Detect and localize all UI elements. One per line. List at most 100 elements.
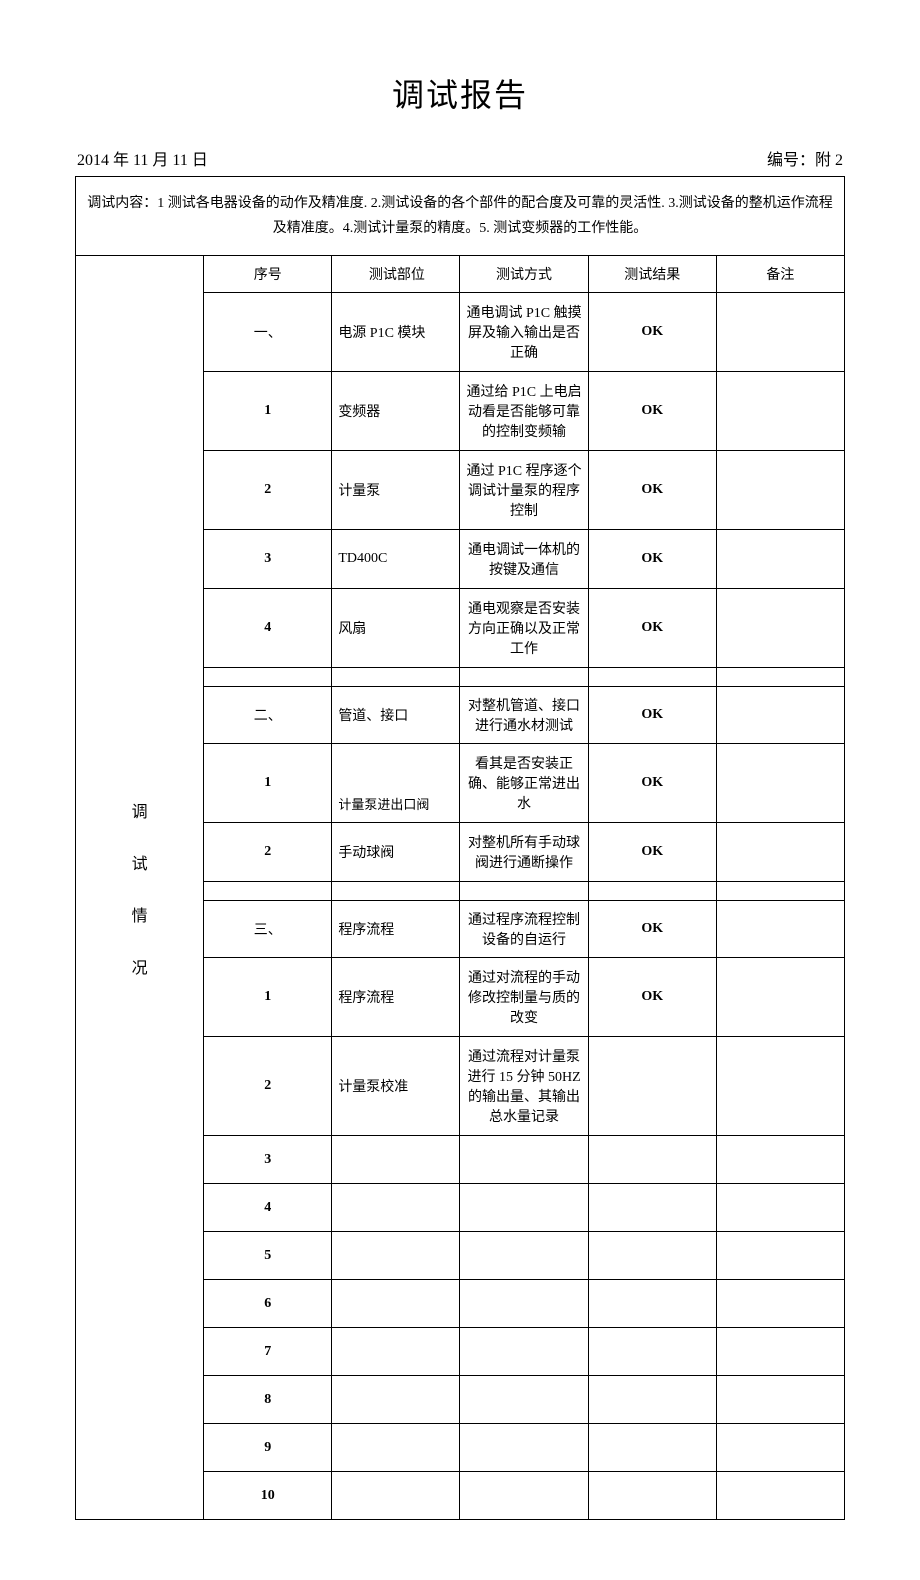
- cell-result: [588, 1376, 716, 1424]
- report-date: 2014 年 11 月 11 日: [77, 146, 208, 170]
- side-label: 调试情况: [76, 256, 204, 1520]
- side-label-char: 调: [78, 798, 201, 822]
- cell-result: [588, 668, 716, 687]
- cell-part: TD400C: [332, 530, 460, 589]
- cell-result: OK: [588, 293, 716, 372]
- cell-seq: 一、: [204, 293, 332, 372]
- cell-result: OK: [588, 687, 716, 744]
- cell-remark: [716, 901, 844, 958]
- col-header-seq: 序号: [204, 256, 332, 293]
- report-table: 调试内容：1 测试各电器设备的动作及精准度. 2.测试设备的各个部件的配合度及可…: [75, 176, 845, 1520]
- cell-seq: 3: [204, 530, 332, 589]
- cell-part: 管道、接口: [332, 687, 460, 744]
- cell-remark: [716, 668, 844, 687]
- cell-method: 通过程序流程控制设备的自运行: [460, 901, 588, 958]
- report-title: 调试报告: [75, 70, 845, 116]
- cell-result: OK: [588, 372, 716, 451]
- cell-part: [332, 1184, 460, 1232]
- cell-part: 计量泵校准: [332, 1037, 460, 1136]
- cell-remark: [716, 1424, 844, 1472]
- cell-part: [332, 668, 460, 687]
- col-header-remark: 备注: [716, 256, 844, 293]
- cell-result: [588, 1232, 716, 1280]
- cell-seq: 8: [204, 1376, 332, 1424]
- side-label-char: 试: [78, 850, 201, 874]
- cell-remark: [716, 823, 844, 882]
- cell-method: 通电观察是否安装方向正确以及正常工作: [460, 589, 588, 668]
- cell-seq: 4: [204, 589, 332, 668]
- cell-part: [332, 1376, 460, 1424]
- cell-seq: 2: [204, 1037, 332, 1136]
- cell-remark: [716, 687, 844, 744]
- cell-seq: 4: [204, 1184, 332, 1232]
- cell-seq: 6: [204, 1280, 332, 1328]
- cell-part: [332, 1328, 460, 1376]
- cell-remark: [716, 293, 844, 372]
- cell-part: 手动球阀: [332, 823, 460, 882]
- header-meta: 2014 年 11 月 11 日 编号：附 2: [75, 146, 845, 170]
- cell-method: 通电调试 P1C 触摸屏及输入输出是否正确: [460, 293, 588, 372]
- cell-remark: [716, 451, 844, 530]
- cell-part: [332, 1280, 460, 1328]
- cell-method: [460, 668, 588, 687]
- report-number: 编号：附 2: [767, 146, 843, 170]
- cell-seq: 三、: [204, 901, 332, 958]
- cell-remark: [716, 1232, 844, 1280]
- cell-remark: [716, 589, 844, 668]
- cell-result: [588, 882, 716, 901]
- cell-part: 计量泵: [332, 451, 460, 530]
- cell-result: OK: [588, 901, 716, 958]
- cell-seq: 7: [204, 1328, 332, 1376]
- cell-remark: [716, 1328, 844, 1376]
- cell-seq: 10: [204, 1472, 332, 1520]
- cell-method: [460, 1472, 588, 1520]
- cell-part: 程序流程: [332, 901, 460, 958]
- cell-result: OK: [588, 451, 716, 530]
- cell-seq: 二、: [204, 687, 332, 744]
- cell-method: 通电调试一体机的按键及通信: [460, 530, 588, 589]
- cell-part: 计量泵进出口阀: [332, 744, 460, 823]
- cell-method: 通过给 P1C 上电启动看是否能够可靠的控制变频输: [460, 372, 588, 451]
- cell-remark: [716, 744, 844, 823]
- cell-method: 看其是否安装正确、能够正常进出水: [460, 744, 588, 823]
- cell-result: OK: [588, 530, 716, 589]
- cell-part: [332, 1232, 460, 1280]
- col-header-method: 测试方式: [460, 256, 588, 293]
- cell-part: 电源 P1C 模块: [332, 293, 460, 372]
- cell-result: [588, 1472, 716, 1520]
- cell-seq: 5: [204, 1232, 332, 1280]
- cell-seq: 3: [204, 1136, 332, 1184]
- cell-remark: [716, 1376, 844, 1424]
- cell-part: 程序流程: [332, 958, 460, 1037]
- cell-result: [588, 1328, 716, 1376]
- cell-remark: [716, 882, 844, 901]
- cell-method: 通过 P1C 程序逐个调试计量泵的程序控制: [460, 451, 588, 530]
- cell-seq: 1: [204, 958, 332, 1037]
- cell-result: OK: [588, 958, 716, 1037]
- cell-method: [460, 882, 588, 901]
- side-label-char: 情: [78, 902, 201, 926]
- cell-method: [460, 1376, 588, 1424]
- cell-method: 对整机管道、接口进行通水材测试: [460, 687, 588, 744]
- cell-seq: [204, 668, 332, 687]
- cell-method: 通过流程对计量泵进行 15 分钟 50HZ 的输出量、其输出总水量记录: [460, 1037, 588, 1136]
- cell-seq: [204, 882, 332, 901]
- cell-result: [588, 1424, 716, 1472]
- cell-remark: [716, 958, 844, 1037]
- cell-part: [332, 882, 460, 901]
- cell-remark: [716, 372, 844, 451]
- cell-seq: 2: [204, 451, 332, 530]
- side-label-char: 况: [78, 954, 201, 978]
- cell-result: [588, 1184, 716, 1232]
- cell-remark: [716, 530, 844, 589]
- cell-method: [460, 1280, 588, 1328]
- cell-seq: 2: [204, 823, 332, 882]
- cell-part: 风扇: [332, 589, 460, 668]
- cell-remark: [716, 1280, 844, 1328]
- cell-method: 通过对流程的手动修改控制量与质的改变: [460, 958, 588, 1037]
- cell-part: [332, 1136, 460, 1184]
- cell-remark: [716, 1472, 844, 1520]
- cell-method: [460, 1232, 588, 1280]
- cell-result: [588, 1280, 716, 1328]
- cell-method: 对整机所有手动球阀进行通断操作: [460, 823, 588, 882]
